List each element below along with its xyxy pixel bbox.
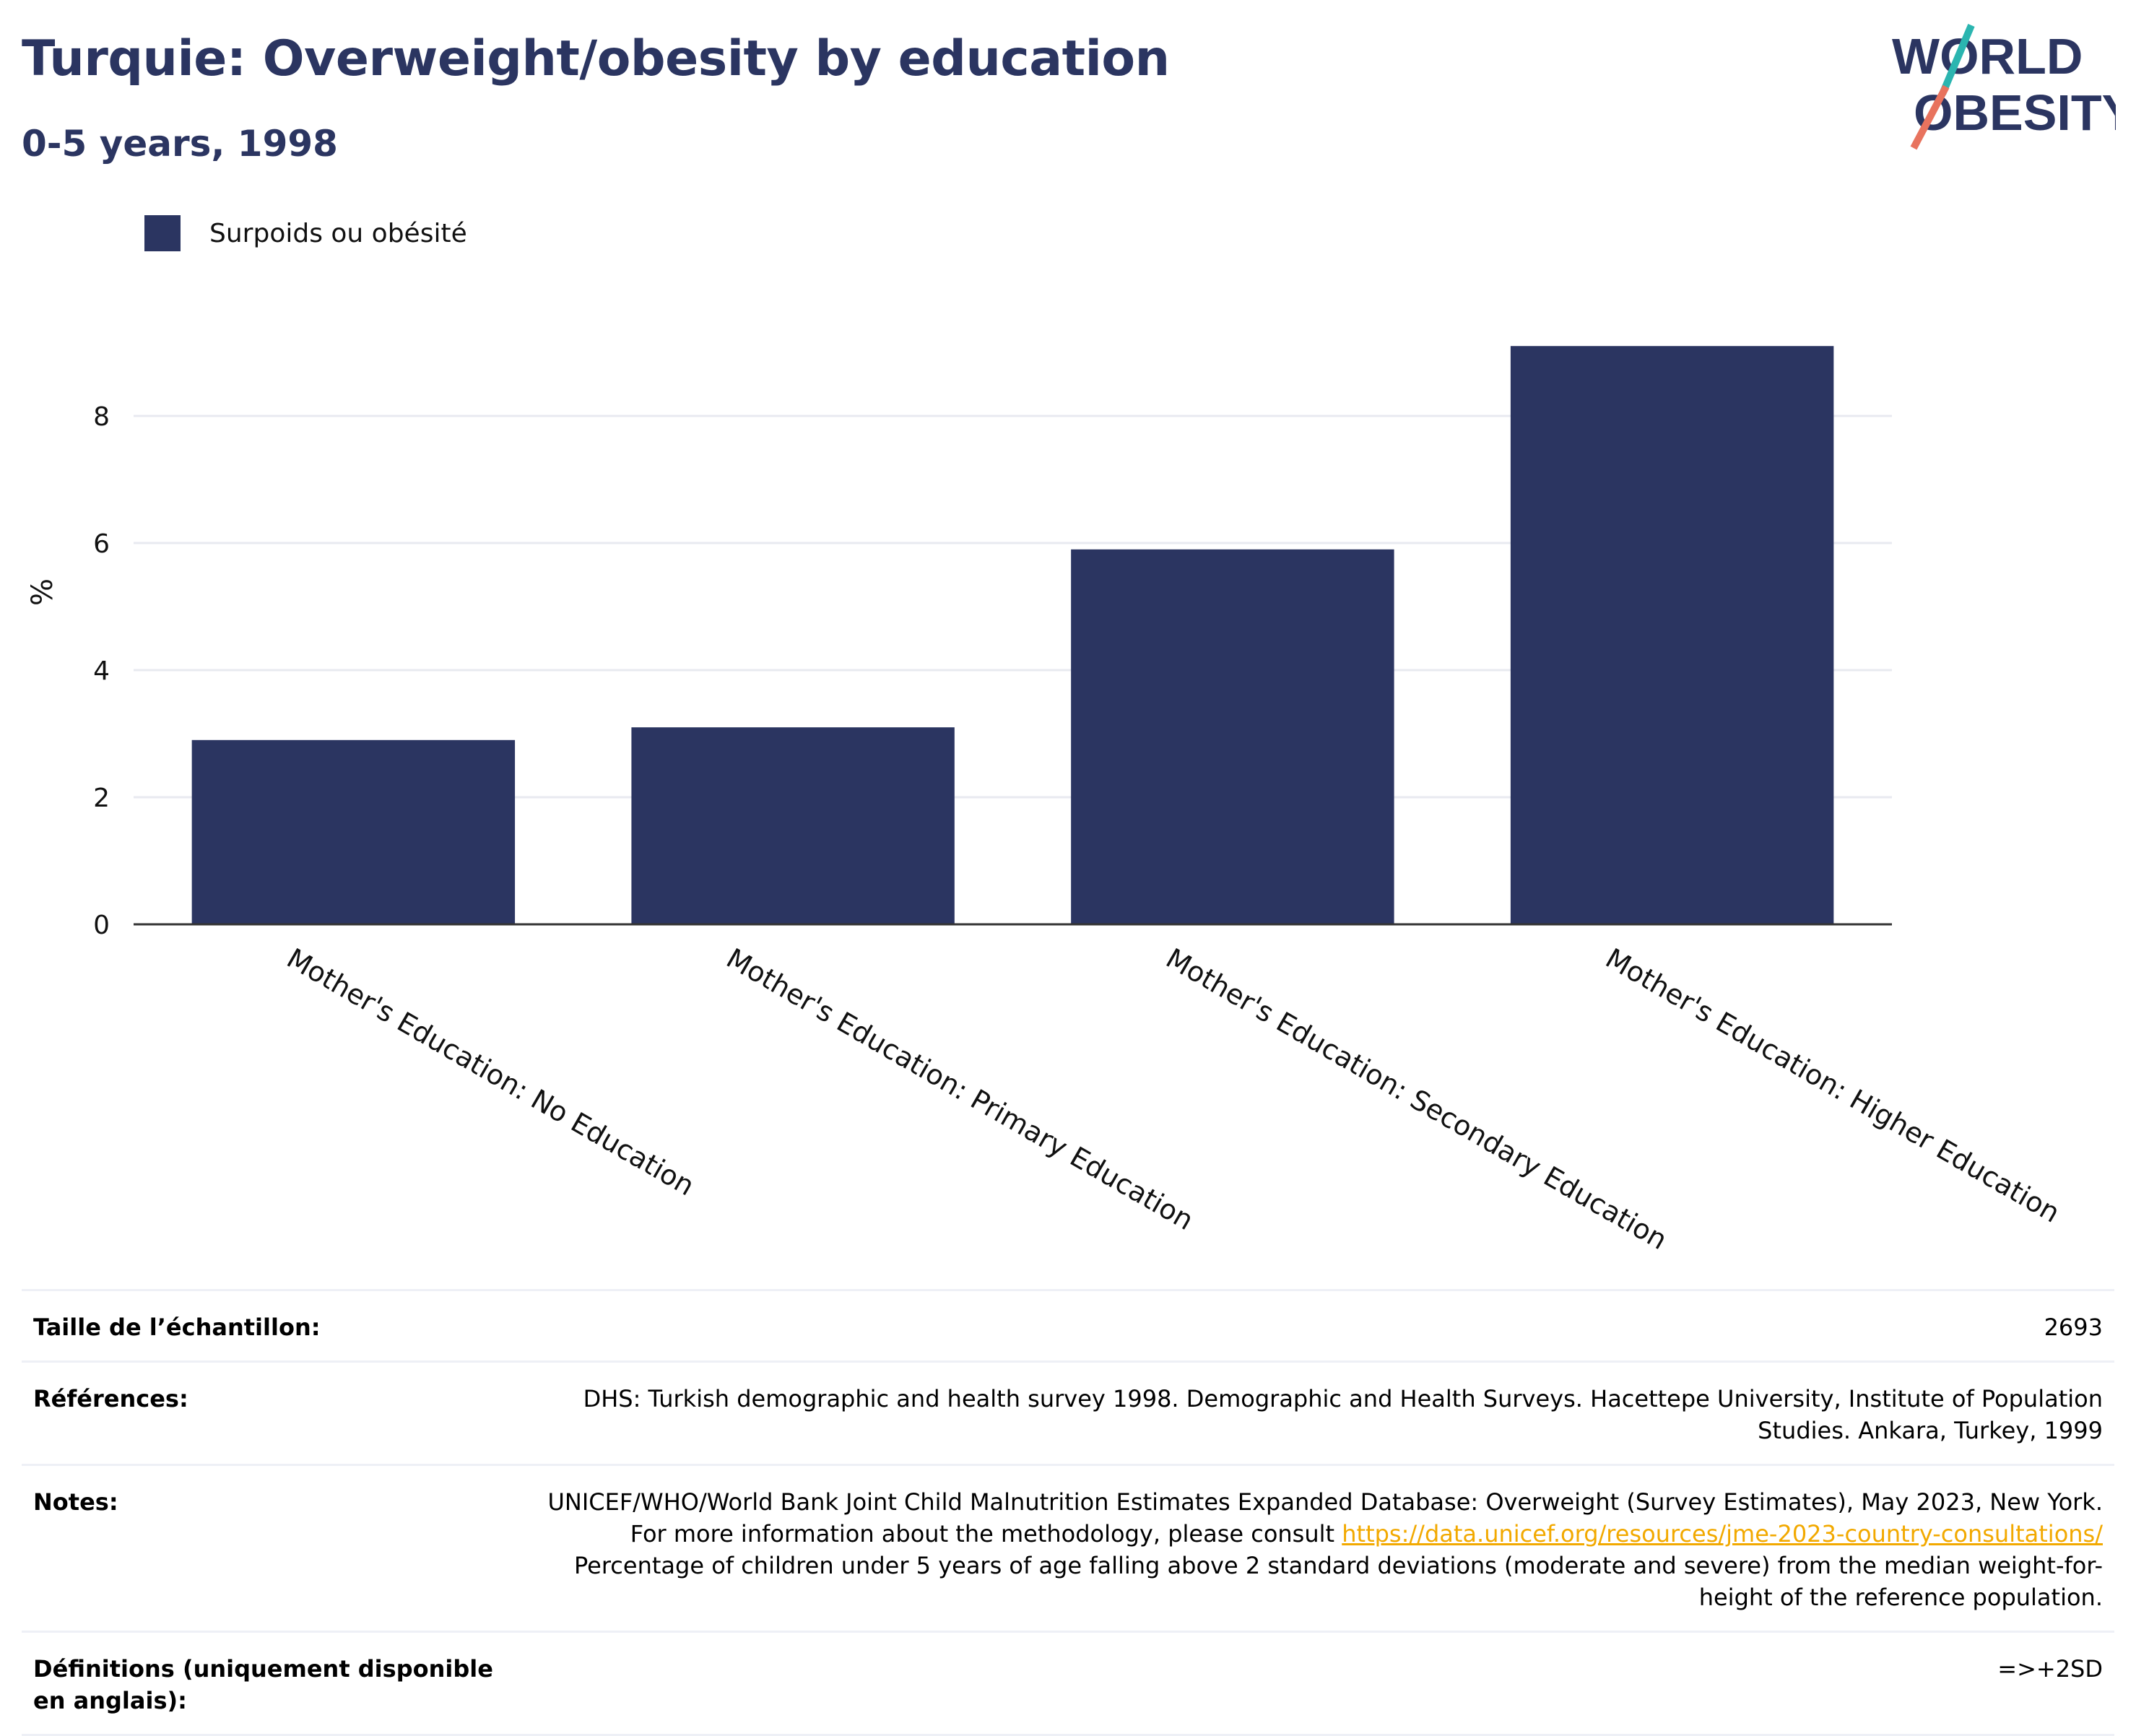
definitions-value: =>+2SD <box>1997 1655 2103 1683</box>
chart-subtitle: 0-5 years, 1998 <box>22 123 338 165</box>
metadata-table: Taille de l’échantillon: 2693 Références… <box>22 1289 2114 1736</box>
chart-legend[interactable]: Surpoids ou obésité <box>144 215 467 251</box>
bar[interactable] <box>1510 346 1834 924</box>
logo-line2: OBESITY <box>1914 84 2116 141</box>
y-tick-label: 4 <box>93 656 110 686</box>
logo-slash-coral <box>1910 84 1950 150</box>
chart-title: Turquie: Overweight/obesity by education <box>22 30 1170 87</box>
notes-text-before: UNICEF/WHO/World Bank Joint Child Malnut… <box>547 1488 2104 1548</box>
logo-slash-teal <box>1939 24 1975 95</box>
y-tick-label: 0 <box>93 911 110 940</box>
definitions-label: Définitions (uniquement disponible en an… <box>33 1655 493 1714</box>
meta-row-definitions: Définitions (uniquement disponible en an… <box>22 1631 2114 1736</box>
legend-label: Surpoids ou obésité <box>209 218 467 248</box>
x-tick-label: Mother's Education: Primary Education <box>721 942 1199 1236</box>
references-value: DHS: Turkish demographic and health surv… <box>583 1385 2103 1444</box>
bars <box>191 346 1834 924</box>
x-tick-label: Mother's Education: No Education <box>282 942 700 1202</box>
sample-size-label: Taille de l’échantillon: <box>33 1314 321 1341</box>
y-tick-label: 8 <box>93 402 110 432</box>
x-tick-label: Mother's Education: Secondary Education <box>1160 942 1672 1257</box>
world-obesity-logo: WORLD OBESITY <box>1892 24 2116 150</box>
meta-row-references: Références: DHS: Turkish demographic and… <box>22 1360 2114 1464</box>
y-tick-label: 6 <box>93 529 110 559</box>
notes-link[interactable]: https://data.unicef.org/resources/jme-20… <box>1342 1520 2103 1548</box>
x-tick-label: Mother's Education: Higher Education <box>1600 942 2065 1229</box>
bar[interactable] <box>191 739 516 924</box>
y-axis-label: % <box>26 578 59 606</box>
notes-value: UNICEF/WHO/World Bank Joint Child Malnut… <box>524 1486 2104 1613</box>
y-tick-label: 2 <box>93 784 110 813</box>
y-tick-labels: 0 2 4 6 8 <box>93 402 110 940</box>
bar[interactable] <box>631 727 955 924</box>
meta-row-sample: Taille de l’échantillon: 2693 <box>22 1289 2114 1360</box>
x-tick-labels: Mother's Education: No Education Mother's… <box>282 942 2065 1257</box>
legend-swatch <box>144 215 181 251</box>
references-label: Références: <box>33 1385 188 1412</box>
meta-row-notes: Notes: UNICEF/WHO/World Bank Joint Child… <box>22 1464 2114 1631</box>
notes-label: Notes: <box>33 1488 118 1516</box>
bar[interactable] <box>1071 549 1394 924</box>
sample-size-value: 2693 <box>2044 1314 2103 1341</box>
logo-line1: WORLD <box>1892 28 2083 84</box>
notes-text-after: Percentage of children under 5 years of … <box>574 1552 2103 1611</box>
